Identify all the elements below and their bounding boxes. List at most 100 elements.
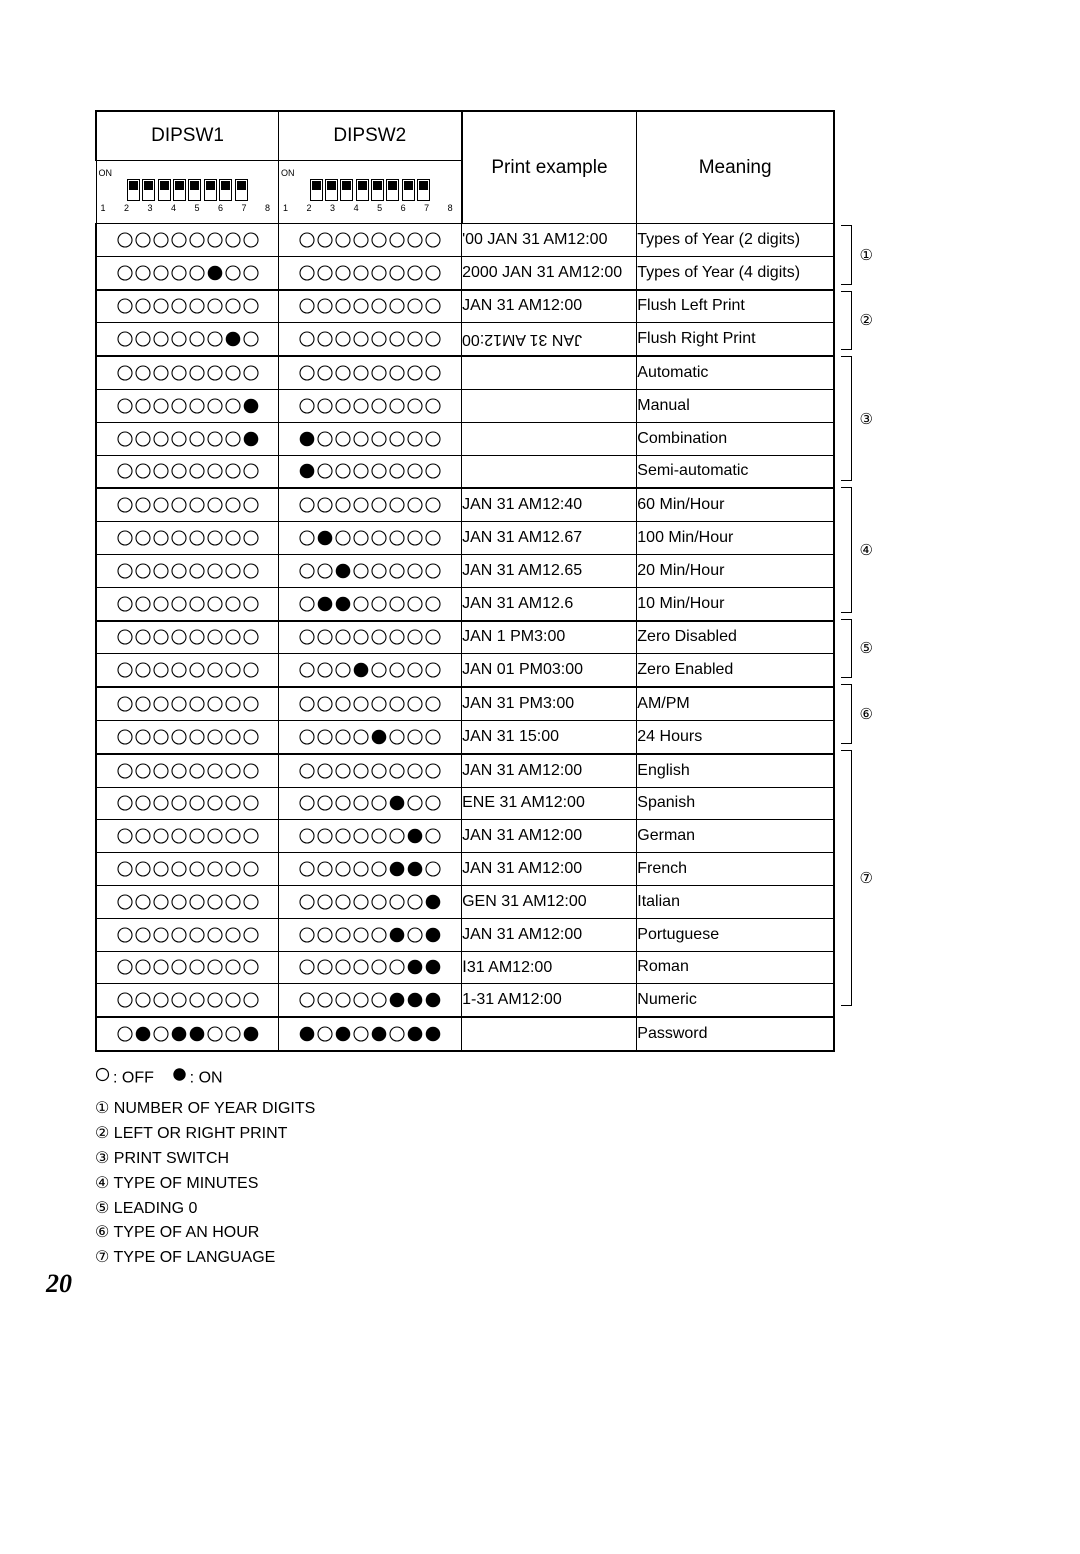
- dipsw2-state: [279, 455, 462, 488]
- print-example: JAN 31 AM12:00: [462, 918, 637, 951]
- legend: : OFF : ON ① NUMBER OF YEAR DIGITS② LEFT…: [95, 1066, 1020, 1271]
- dipsw1-state: [96, 224, 279, 257]
- print-example: JAN 31 AM12:00: [462, 290, 637, 323]
- dipsw1-state: [96, 290, 279, 323]
- group-bracket: ⑥: [841, 684, 852, 744]
- dipsw1-state: [96, 554, 279, 587]
- dipsw2-state: [279, 787, 462, 820]
- group-bracket: ③: [841, 356, 852, 481]
- dipsw2-state: [279, 488, 462, 521]
- dip-switch-table: DIPSW1 DIPSW2 Print example Meaning ON 1…: [95, 110, 835, 1052]
- dipsw2-state: [279, 621, 462, 654]
- table-row: Combination: [96, 422, 834, 455]
- dipsw2-state: [279, 820, 462, 853]
- dipsw1-state: [96, 853, 279, 886]
- meaning: Numeric: [637, 984, 834, 1017]
- dipsw1-state: [96, 885, 279, 918]
- dipsw1-state: [96, 984, 279, 1017]
- print-example: JAN 31 AM12:00: [462, 754, 637, 787]
- header-meaning: Meaning: [637, 111, 834, 224]
- meaning: Manual: [637, 389, 834, 422]
- dipsw1-state: [96, 918, 279, 951]
- dipsw1-state: [96, 587, 279, 620]
- dipsw2-state: [279, 654, 462, 687]
- dipsw1-state: [96, 256, 279, 289]
- table-row: JAN 31 AM12:00English: [96, 754, 834, 787]
- group-label: ②: [860, 311, 873, 329]
- print-example: JAN 31 AM12.6: [462, 587, 637, 620]
- group-label: ①: [860, 246, 873, 264]
- print-example: JAN 31 15:00: [462, 720, 637, 753]
- dipsw1-state: [96, 951, 279, 984]
- group-bracket: ④: [841, 487, 852, 612]
- dipsw2-state: [279, 687, 462, 720]
- table-row: JAN 1 PM3:00Zero Disabled: [96, 621, 834, 654]
- legend-item: ② LEFT OR RIGHT PRINT: [95, 1122, 1020, 1147]
- dipsw2-state: [279, 554, 462, 587]
- print-example: JAN 31 AM12:40: [462, 488, 637, 521]
- dipsw2-state: [279, 1017, 462, 1051]
- table-row: JAN 31 AM12:00Flush Right Print: [96, 323, 834, 356]
- table-row: JAN 31 AM12.6520 Min/Hour: [96, 554, 834, 587]
- dipsw1-state: [96, 820, 279, 853]
- meaning: Automatic: [637, 356, 834, 389]
- print-example: JAN 31 AM12:00: [462, 820, 637, 853]
- meaning: 60 Min/Hour: [637, 488, 834, 521]
- dipsw2-state: [279, 422, 462, 455]
- dipsw1-state: [96, 1017, 279, 1051]
- dipsw2-state: [279, 951, 462, 984]
- table-row: JAN 01 PM03:00Zero Enabled: [96, 654, 834, 687]
- dipsw2-graphic: ON 1 2 3 4 5 6 7 8: [279, 161, 462, 224]
- print-example: [462, 455, 637, 488]
- meaning: Spanish: [637, 787, 834, 820]
- group-label: ⑥: [860, 705, 873, 723]
- meaning: Password: [637, 1017, 834, 1051]
- table-row: '00 JAN 31 AM12:00Types of Year (2 digit…: [96, 224, 834, 257]
- table-row: 2000 JAN 31 AM12:00Types of Year (4 digi…: [96, 256, 834, 289]
- print-example: '00 JAN 31 AM12:00: [462, 224, 637, 257]
- dipsw2-state: [279, 224, 462, 257]
- legend-item: ⑦ TYPE OF LANGUAGE: [95, 1246, 1020, 1271]
- dipsw2-state: [279, 918, 462, 951]
- table-row: Ⅰ31 AM12:00Roman: [96, 951, 834, 984]
- table-row: JAN 31 AM12:00French: [96, 853, 834, 886]
- legend-item: ⑥ TYPE OF AN HOUR: [95, 1221, 1020, 1246]
- meaning: AM/PM: [637, 687, 834, 720]
- dipsw2-state: [279, 984, 462, 1017]
- meaning: Types of Year (4 digits): [637, 256, 834, 289]
- print-example: JAN 1 PM3:00: [462, 621, 637, 654]
- dipsw1-state: [96, 787, 279, 820]
- table-row: JAN 31 AM12:4060 Min/Hour: [96, 488, 834, 521]
- dipsw2-state: [279, 290, 462, 323]
- meaning: English: [637, 754, 834, 787]
- table-row: JAN 31 AM12:00German: [96, 820, 834, 853]
- print-example: Ⅰ31 AM12:00: [462, 951, 637, 984]
- legend-item: ⑤ LEADING 0: [95, 1197, 1020, 1222]
- dipsw1-state: [96, 654, 279, 687]
- print-example: JAN 01 PM03:00: [462, 654, 637, 687]
- dipsw2-state: [279, 720, 462, 753]
- print-example: [462, 356, 637, 389]
- table-row: JAN 31 AM12.610 Min/Hour: [96, 587, 834, 620]
- meaning: Semi-automatic: [637, 455, 834, 488]
- meaning: German: [637, 820, 834, 853]
- meaning: Flush Left Print: [637, 290, 834, 323]
- print-example: ENE 31 AM12:00: [462, 787, 637, 820]
- print-example: JAN 31 AM12.65: [462, 554, 637, 587]
- dipsw2-state: [279, 885, 462, 918]
- meaning: Italian: [637, 885, 834, 918]
- dipsw1-state: [96, 323, 279, 356]
- dipsw2-state: [279, 754, 462, 787]
- dipsw1-graphic: ON 1 2 3 4 5 6 7 8: [96, 161, 279, 224]
- page-number: 20: [46, 1269, 72, 1299]
- meaning: 10 Min/Hour: [637, 587, 834, 620]
- dipsw2-state: [279, 522, 462, 555]
- table-row: JAN 31 AM12:00Portuguese: [96, 918, 834, 951]
- dipsw2-state: [279, 256, 462, 289]
- meaning: Roman: [637, 951, 834, 984]
- header-dipsw1: DIPSW1: [96, 111, 279, 161]
- dipsw1-state: [96, 389, 279, 422]
- print-example: JAN 31 PM3:00: [462, 687, 637, 720]
- dipsw2-state: [279, 587, 462, 620]
- print-example: [462, 422, 637, 455]
